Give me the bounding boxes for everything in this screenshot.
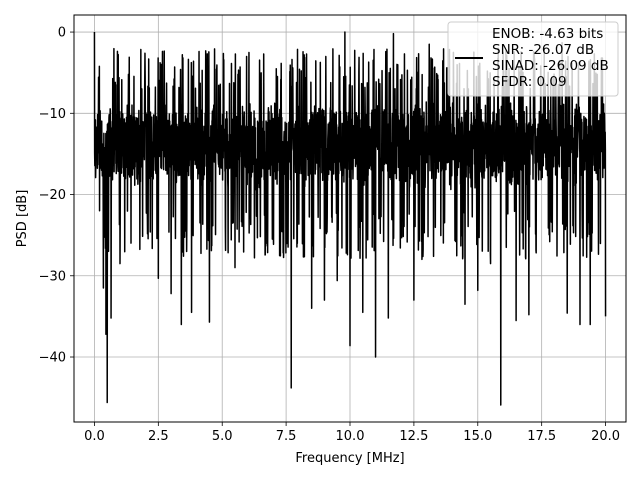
y-tick-label: −30 — [39, 269, 66, 284]
x-axis: 0.0 2.5 5.0 7.5 10.0 12.5 15.0 17.5 20.0 — [84, 422, 620, 444]
legend-enob: ENOB: -4.63 bits — [492, 26, 603, 42]
x-tick-label: 12.5 — [399, 429, 428, 444]
y-tick-label: −20 — [39, 188, 66, 203]
legend-sfdr: SFDR: 0.09 — [492, 74, 567, 90]
x-tick-label: 7.5 — [276, 429, 297, 444]
y-tick-label: 0 — [58, 26, 66, 41]
legend-sinad: SINAD: -26.09 dB — [492, 58, 609, 74]
x-tick-label: 0.0 — [84, 429, 105, 444]
x-tick-label: 15.0 — [463, 429, 492, 444]
x-tick-label: 17.5 — [527, 429, 556, 444]
y-axis-label: PSD [dB] — [15, 190, 30, 248]
x-tick-label: 20.0 — [591, 429, 620, 444]
y-axis: 0 −10 −20 −30 −40 — [39, 26, 74, 366]
x-tick-label: 2.5 — [148, 429, 169, 444]
x-tick-label: 5.0 — [212, 429, 233, 444]
psd-line — [93, 31, 607, 406]
x-axis-label: Frequency [MHz] — [295, 451, 404, 466]
x-tick-label: 10.0 — [336, 429, 365, 444]
legend-box — [447, 21, 619, 97]
y-tick-label: −10 — [39, 107, 66, 122]
legend: ENOB: -4.63 bits SNR: -26.07 dB SINAD: -… — [447, 21, 619, 97]
psd-series — [93, 31, 607, 406]
y-tick-label: −40 — [39, 351, 66, 366]
legend-snr: SNR: -26.07 dB — [492, 42, 594, 58]
